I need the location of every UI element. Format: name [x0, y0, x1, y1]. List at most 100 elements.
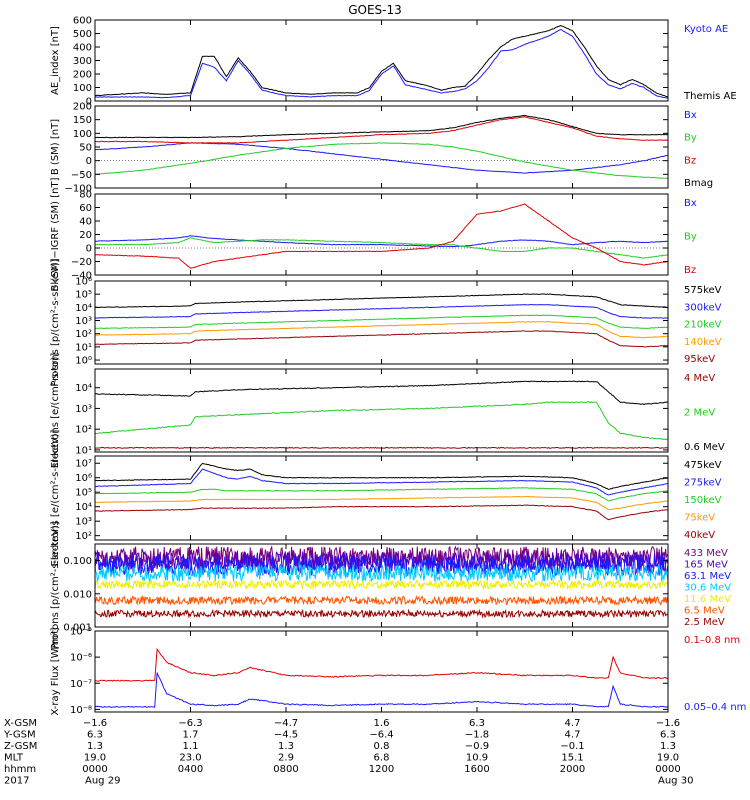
y-tick-label: 10³	[75, 316, 92, 327]
series-line-themis-ae	[94, 25, 669, 98]
x-axis-cell: 0400	[178, 764, 203, 775]
series-line-150kev	[94, 487, 669, 502]
y-tick-label: 0.001	[63, 623, 92, 634]
panel-frame	[94, 19, 669, 102]
x-axis-cell: 1.3	[660, 741, 676, 752]
legend-label: 165 MeV	[684, 560, 728, 571]
x-axis-cell: 4.7	[565, 718, 581, 729]
x-axis-cell: 0000	[82, 764, 107, 775]
series-line-by	[94, 237, 668, 259]
legend-label: 4 MeV	[684, 373, 715, 384]
y-axis-label: Protons [p/(cm²-s-sr-keV)]	[50, 521, 61, 649]
y-tick-label: 10⁵	[75, 290, 92, 301]
x-axis-cell: −6.3	[178, 718, 202, 729]
legend-label: 300keV	[684, 302, 722, 313]
series-line-210kev	[94, 314, 669, 330]
legend-label: 210keV	[684, 320, 722, 331]
x-axis-cell: −6.4	[369, 730, 393, 741]
panel-frame	[94, 280, 669, 365]
legend-label: 63.1 MeV	[684, 571, 731, 582]
x-axis-cell: 1.6	[374, 718, 390, 729]
y-tick-label: 0	[86, 97, 92, 108]
series-line-bz	[94, 116, 669, 144]
y-tick-label: 10⁶	[75, 277, 92, 288]
y-tick-label: 100	[73, 83, 92, 94]
y-tick-label: 40	[79, 217, 92, 228]
legend-label: 0.1–0.8 nm	[684, 635, 740, 646]
x-axis-cell: −1.6	[656, 718, 680, 729]
y-tick-label: 10²	[75, 329, 92, 340]
legend-label: Bx	[684, 198, 697, 209]
legend-label: 2.5 MeV	[684, 617, 725, 628]
x-axis-row-label: Z-GSM	[4, 741, 37, 752]
series-line-0-05-0-4-nm	[94, 672, 669, 708]
y-tick-label: 0.100	[63, 556, 92, 567]
x-axis-cell: 1.3	[87, 741, 103, 752]
y-tick-label: 300	[73, 56, 92, 67]
series-line-11-6-mev	[94, 578, 669, 591]
x-axis-cell: 2.9	[278, 753, 294, 764]
x-axis-cell: 19.0	[84, 753, 106, 764]
x-axis-table: X-GSMY-GSMZ-GSMMLThhmm2017−1.66.31.319.0…	[3, 718, 693, 787]
y-axis-label: Electrons [e/(cm²-s-sr)]	[50, 353, 61, 469]
x-axis-cell: 1600	[464, 764, 489, 775]
panel-frame	[94, 455, 669, 541]
legend-label: 95keV	[684, 354, 715, 365]
panel-bsm: Bx By Bz Bmag −100 −50 0 50 100 150 200 B (SM) [nT]	[50, 102, 713, 195]
series-line-6-5-mev	[94, 594, 669, 606]
legend-label: 433 MeV	[684, 548, 728, 559]
x-axis-cell: 0800	[273, 764, 298, 775]
y-axis-label: B (SM) [nT]	[50, 119, 61, 175]
legend-label: 75keV	[684, 513, 715, 524]
y-tick-label: 0	[86, 244, 92, 255]
y-tick-label: 10⁰	[75, 356, 92, 367]
series-line-kyoto-ae	[94, 28, 669, 99]
y-tick-label: 200	[73, 70, 92, 81]
x-axis-cell: −0.9	[465, 741, 489, 752]
legend-label: By	[684, 133, 697, 144]
series-line-by	[94, 142, 669, 180]
y-tick-label: −20	[71, 257, 92, 268]
legend-label: By	[684, 232, 697, 243]
y-tick-label: 10⁻⁸	[70, 705, 92, 716]
panel-ae: Kyoto AE Themis AE 0 100 200 300 400 500 600 AE_i…	[50, 16, 737, 108]
y-tick-label: 60	[79, 203, 92, 214]
legend-label: Bz	[684, 155, 696, 166]
series-line-2-mev	[94, 401, 669, 441]
series-line-63-1-mev	[94, 554, 669, 577]
y-tick-label: 10⁵	[75, 488, 92, 499]
legend-label: Themis AE	[683, 91, 737, 102]
x-axis-cell: 0.8	[374, 741, 390, 752]
y-tick-label: 10³	[75, 517, 92, 528]
series-line-75kev	[94, 495, 669, 511]
series-line-40kev	[94, 504, 669, 521]
y-tick-label: 50	[79, 143, 92, 154]
y-tick-label: 0.010	[63, 589, 92, 600]
panel-xray: 0.1–0.8 nm 0.05–0.4 nm 10⁻⁸ 10⁻⁷ 10⁻⁶ 10⁻⁵ X-r…	[50, 627, 746, 716]
x-axis-row-label: hhmm	[4, 764, 36, 775]
y-tick-label: 10³	[75, 404, 92, 415]
y-tick-label: 80	[79, 190, 92, 201]
x-axis-cell: 19.0	[657, 753, 679, 764]
x-axis-cell: Aug 30	[658, 776, 693, 787]
y-tick-label: 10⁴	[75, 502, 92, 513]
series-line-bmag	[94, 114, 668, 139]
panel-electrons_mev: 4 MeV 2 MeV 0.6 MeV 10¹ 10² 10³ 10⁴ Electrons […	[50, 353, 725, 469]
y-tick-label: 400	[73, 43, 92, 54]
y-tick-label: 10¹	[75, 342, 92, 353]
y-axis-label: Protons [p/(cm²-s-sr-keV)]	[50, 258, 61, 386]
legend-label: 0.6 MeV	[684, 442, 725, 453]
x-axis-cell: 1200	[369, 764, 394, 775]
plot-title: GOES-13	[348, 3, 402, 17]
x-axis-row-label: Y-GSM	[3, 730, 36, 741]
series-line-140kev	[94, 321, 669, 339]
y-tick-label: 500	[73, 29, 92, 40]
x-axis-row-label: MLT	[4, 753, 24, 764]
x-axis-cell: 4.7	[565, 730, 581, 741]
y-tick-label: −100	[65, 184, 92, 195]
panel-frame	[94, 105, 669, 189]
y-tick-label: 10²	[75, 531, 92, 542]
x-axis-cell: −1.8	[465, 730, 489, 741]
